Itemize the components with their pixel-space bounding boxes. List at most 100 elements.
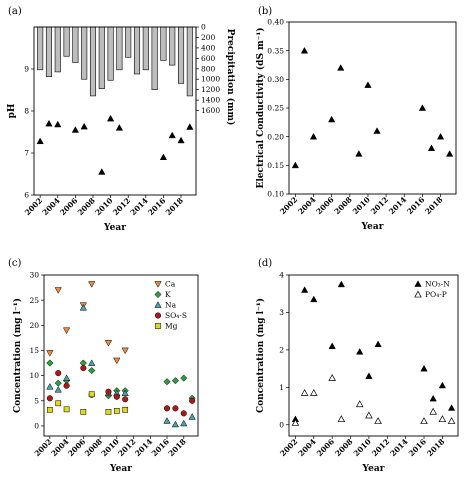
precip-bar — [89, 26, 97, 97]
data-point — [46, 350, 54, 357]
data-point — [122, 406, 129, 413]
precip-tick-label: 1000 — [201, 75, 220, 84]
data-point — [80, 409, 87, 415]
data-point — [121, 389, 129, 397]
data-point — [168, 131, 176, 139]
precip-tick-label: 400 — [201, 43, 216, 52]
y-tick-label: 0.25 — [267, 104, 284, 113]
data-point — [113, 357, 121, 365]
data-point — [355, 400, 364, 408]
precip-bar — [125, 26, 132, 58]
precip-tick-label: 0 — [201, 23, 206, 32]
data-point — [98, 168, 106, 175]
x-tick-label: 2010 — [351, 195, 372, 216]
data-point — [47, 406, 53, 413]
x-tick-label: 2012 — [111, 196, 132, 217]
precip-tick-label: 200 — [201, 33, 216, 42]
plot-frame — [43, 274, 199, 437]
legend-marker — [154, 312, 162, 319]
x-tick-label: 2012 — [369, 195, 390, 216]
precip-bar — [178, 26, 185, 84]
y-tick-label: 6 — [24, 191, 29, 200]
precip-bar — [63, 26, 70, 57]
x-tick-label: 2004 — [297, 437, 318, 458]
x-axis-title: Year — [361, 222, 384, 232]
precip-bar — [81, 26, 88, 80]
legend-marker — [155, 323, 161, 329]
panel-label-d: (d) — [258, 258, 272, 269]
y-tick-label: 0.10 — [267, 190, 284, 199]
data-point — [186, 123, 194, 130]
data-point — [45, 119, 53, 127]
data-point — [373, 127, 381, 134]
x-axis-title: Year — [362, 464, 385, 474]
data-point — [355, 150, 363, 157]
data-point — [356, 348, 364, 355]
precip-bar — [98, 26, 105, 89]
x-tick-label: 2006 — [66, 437, 87, 458]
x-tick-label: 2016 — [150, 437, 171, 458]
precip-axis-title: Precipitation (mm) — [225, 29, 236, 126]
data-point — [310, 295, 318, 303]
precip-bar — [186, 26, 193, 97]
data-point — [115, 124, 124, 131]
legend-label: K — [165, 290, 171, 299]
chart-panel-b: 2002200420062008201020122014201620180.10… — [255, 18, 457, 232]
data-point — [364, 81, 372, 88]
x-tick-label: 2006 — [314, 195, 335, 216]
y-tick-label: 1 — [279, 383, 284, 392]
x-tick-label: 2010 — [100, 437, 121, 458]
data-point — [62, 374, 71, 381]
data-point — [122, 396, 129, 403]
data-point — [88, 359, 96, 366]
x-tick-label: 2004 — [41, 196, 62, 217]
data-point — [113, 393, 120, 400]
data-point — [80, 122, 88, 130]
data-point — [300, 46, 309, 54]
data-point — [88, 391, 95, 398]
panel-label-b: (b) — [258, 6, 272, 17]
data-point — [63, 406, 70, 413]
data-point — [429, 394, 437, 402]
y-tick-label: 30 — [29, 271, 39, 280]
data-point — [121, 347, 129, 355]
precip-tick-label: 1400 — [201, 96, 220, 105]
data-point — [171, 420, 180, 428]
data-point — [189, 397, 196, 404]
panel-label-a: (a) — [8, 6, 22, 17]
x-tick-label: 2004 — [49, 437, 70, 458]
data-point — [163, 405, 171, 412]
y-tick-label: 8 — [24, 107, 29, 116]
x-tick-label: 2006 — [315, 437, 336, 458]
x-tick-label: 2008 — [333, 437, 354, 458]
data-point — [291, 418, 300, 426]
precip-bar — [151, 26, 158, 90]
y-tick-label: 3 — [279, 308, 284, 317]
legend-marker — [414, 290, 422, 298]
y-tick-label: 0 — [279, 420, 284, 429]
x-tick-label: 2012 — [116, 437, 137, 458]
data-point — [55, 400, 62, 407]
y-tick-label: 0.20 — [267, 132, 284, 141]
data-point — [54, 120, 62, 128]
data-point — [54, 287, 62, 294]
data-point — [328, 115, 336, 123]
data-point — [177, 136, 185, 144]
x-tick-label: 2018 — [425, 437, 446, 458]
y-tick-label: 0.15 — [267, 161, 284, 170]
data-point — [105, 388, 112, 395]
data-point — [328, 342, 336, 349]
x-tick-label: 2016 — [405, 195, 426, 216]
y-tick-label: 10 — [29, 371, 39, 380]
x-tick-label: 2008 — [83, 437, 104, 458]
data-point — [46, 395, 53, 402]
data-point — [163, 378, 171, 386]
data-point — [172, 405, 179, 412]
y-tick-label: 0 — [34, 422, 39, 431]
x-tick-label: 2002 — [278, 437, 299, 458]
legend-label: Mg — [165, 322, 178, 331]
data-point — [447, 404, 456, 411]
y-tick-label: 9 — [24, 65, 29, 74]
data-point — [54, 379, 62, 387]
